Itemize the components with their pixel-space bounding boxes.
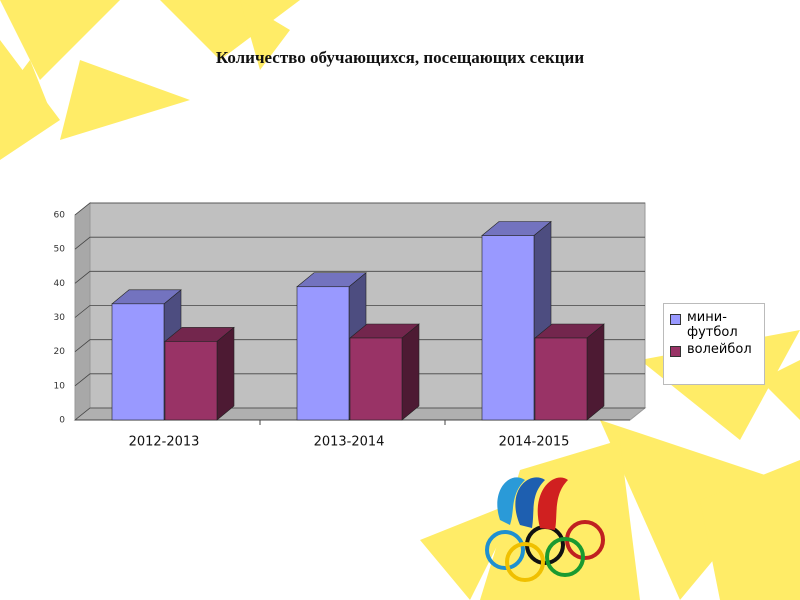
y-tick-label: 0 <box>59 416 65 426</box>
y-tick-label: 30 <box>54 313 66 323</box>
bar <box>164 326 235 421</box>
bar-side <box>216 326 235 421</box>
legend-item: мини-футбол <box>668 310 760 340</box>
legend-label: волейбол <box>687 342 752 357</box>
x-tick-label: 2012-2013 <box>129 435 200 450</box>
grid-line <box>74 339 645 352</box>
grid-line <box>74 305 645 318</box>
grid-line <box>74 373 645 387</box>
y-tick-label: 10 <box>54 381 66 391</box>
bar <box>349 323 420 421</box>
y-tick-label: 60 <box>54 211 66 221</box>
grid-line <box>74 202 645 216</box>
y-tick-label: 50 <box>54 245 66 255</box>
flame <box>497 477 568 530</box>
chart-title: Количество обучающихся, посещающих секци… <box>215 48 585 67</box>
legend-item: волейбол <box>668 342 760 357</box>
bar-front <box>534 337 588 421</box>
y-tick-label: 20 <box>54 347 66 357</box>
bar-front <box>111 303 165 421</box>
grid-line <box>74 270 645 284</box>
x-tick-label: 2014-2015 <box>499 435 570 450</box>
grid-line <box>74 407 645 421</box>
bar <box>534 323 605 421</box>
y-tick-label: 40 <box>54 279 66 289</box>
bar-side <box>586 323 605 421</box>
olympic-rings <box>485 520 605 582</box>
legend-label: мини-футбол <box>687 310 738 340</box>
legend-swatch <box>670 346 681 357</box>
x-tick-label: 2013-2014 <box>314 435 385 450</box>
bar-front <box>481 235 535 421</box>
bar-side <box>401 323 420 421</box>
bar-front <box>296 286 350 421</box>
bar-front <box>349 337 403 421</box>
legend: мини-футбол волейбол <box>663 303 765 385</box>
grid-line <box>74 236 645 250</box>
bar-front <box>164 341 218 421</box>
legend-swatch <box>670 314 681 325</box>
